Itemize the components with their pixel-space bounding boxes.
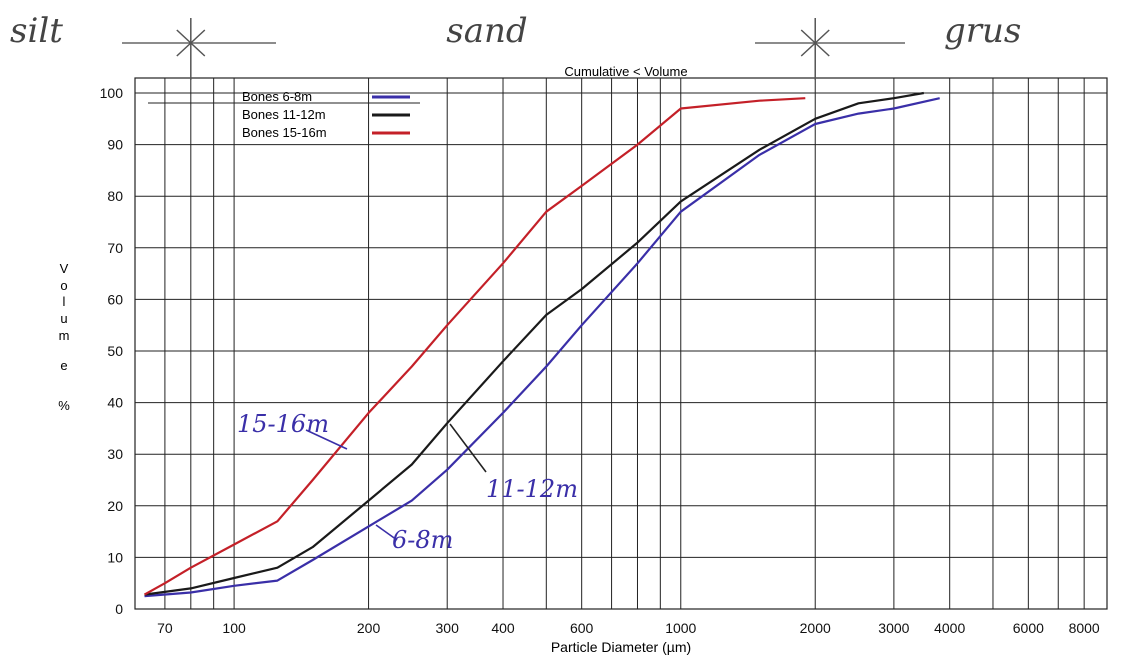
series-line-bones-11-12m xyxy=(144,91,924,596)
curve-label-11-12m: 11-12m xyxy=(486,475,578,503)
y-tick-label: 10 xyxy=(107,549,123,565)
x-tick-label: 300 xyxy=(436,620,460,636)
legend-label-15-16m: Bones 15-16m xyxy=(242,125,327,140)
y-tick-label: 60 xyxy=(107,291,123,307)
y-tick-label: 100 xyxy=(100,85,124,101)
zone-label-grus: grus xyxy=(944,11,1021,51)
x-tick-label: 3000 xyxy=(878,620,909,636)
zone-label-sand: sand xyxy=(446,11,527,51)
y-tick-label: 20 xyxy=(107,498,123,514)
zone-boundary-cross xyxy=(800,29,830,57)
x-axis-label: Particle Diameter (µm) xyxy=(551,639,691,655)
series-line-bones-6-8m xyxy=(144,97,940,598)
series-line-bones-15-16m xyxy=(143,97,806,596)
x-tick-label: 2000 xyxy=(800,620,831,636)
y-axis-letter: m xyxy=(59,328,70,343)
axis-ticks: 0 10 20 30 40 50 60 70 80 90 100 70 100 200 300 400 600 1… xyxy=(100,85,1100,636)
x-tick-label: 6000 xyxy=(1013,620,1044,636)
y-axis-letter: l xyxy=(63,294,66,309)
curve-label-pointer xyxy=(375,524,398,541)
y-tick-label: 70 xyxy=(107,240,123,256)
grain-size-zones: silt sand grus xyxy=(10,11,1021,80)
y-tick-label: 50 xyxy=(107,343,123,359)
chart-title: Cumulative < Volume xyxy=(564,64,687,79)
curve-label-pointer xyxy=(449,423,487,473)
y-tick-label: 30 xyxy=(107,446,123,462)
y-tick-label: 0 xyxy=(115,601,123,617)
curve-label-6-8m: 6-8m xyxy=(392,526,453,554)
y-tick-label: 90 xyxy=(107,137,123,153)
zone-label-silt: silt xyxy=(10,11,63,51)
x-tick-label: 400 xyxy=(491,620,515,636)
x-tick-label: 100 xyxy=(222,620,246,636)
legend-label-6-8m: Bones 6-8m xyxy=(242,89,312,104)
curve-label-pointer xyxy=(305,429,348,450)
x-tick-label: 8000 xyxy=(1069,620,1100,636)
grid xyxy=(134,77,1108,610)
y-axis-label: V o l u m e % xyxy=(58,261,70,413)
y-tick-label: 40 xyxy=(107,395,123,411)
y-axis-unit: % xyxy=(58,398,70,413)
legend-label-11-12m: Bones 11-12m xyxy=(242,107,326,122)
legend: Bones 6-8m Bones 11-12m Bones 15-16m xyxy=(148,89,420,140)
x-tick-label: 200 xyxy=(357,620,381,636)
y-axis-letter: e xyxy=(60,358,67,373)
x-tick-label: 70 xyxy=(157,620,173,636)
x-tick-label: 600 xyxy=(570,620,594,636)
x-tick-label: 1000 xyxy=(665,620,696,636)
y-axis-letter: o xyxy=(60,278,67,293)
curve-annotations: 15-16m 11-12m 6-8m xyxy=(237,410,578,554)
y-axis-letter: u xyxy=(60,311,67,326)
y-tick-label: 80 xyxy=(107,188,123,204)
x-tick-label: 4000 xyxy=(934,620,965,636)
zone-boundary-cross xyxy=(176,29,206,57)
y-axis-letter: V xyxy=(60,261,69,276)
series-lines xyxy=(143,91,940,598)
